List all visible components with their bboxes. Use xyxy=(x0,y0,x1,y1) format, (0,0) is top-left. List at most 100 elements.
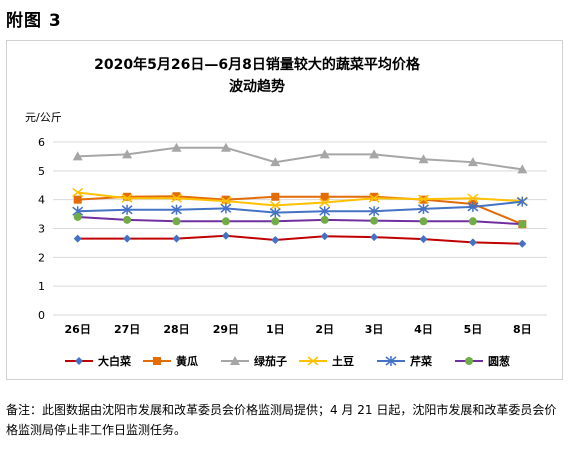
legend-item: 绿茄子 xyxy=(221,354,287,368)
data-point xyxy=(221,231,230,240)
data-point xyxy=(517,164,528,174)
series-绿茄子 xyxy=(72,142,528,174)
data-point xyxy=(369,149,380,159)
data-point xyxy=(465,357,473,365)
x-tick-label: 2日 xyxy=(315,323,334,336)
data-point xyxy=(418,154,429,164)
data-point xyxy=(419,217,428,226)
data-point xyxy=(123,192,132,201)
x-tick-label: 5日 xyxy=(464,323,483,336)
data-point xyxy=(73,212,82,221)
legend-label: 芹菜 xyxy=(410,354,433,368)
series-line xyxy=(77,195,523,226)
data-point xyxy=(385,356,397,366)
data-point xyxy=(72,187,84,198)
legend: 大白菜 黄瓜 绿茄子 土豆 芹菜 圆葱 xyxy=(65,354,510,368)
data-point xyxy=(468,238,477,247)
series-line xyxy=(77,234,523,245)
x-tick-label: 4日 xyxy=(414,323,433,336)
x-tick-label: 27日 xyxy=(114,323,140,336)
data-point xyxy=(171,142,182,152)
series-芹菜 xyxy=(72,196,528,218)
legend-item: 大白菜 xyxy=(65,354,132,368)
data-point xyxy=(307,356,319,366)
series-line xyxy=(77,200,523,214)
data-point xyxy=(370,192,379,201)
data-point xyxy=(271,236,280,245)
y-axis-label: 元/公斤 xyxy=(25,111,62,124)
data-point xyxy=(516,196,528,207)
data-point xyxy=(467,201,479,212)
data-point xyxy=(230,356,240,365)
chart-title-line-1: 2020年5月26日—6月8日销量较大的蔬菜平均价格 xyxy=(94,56,421,73)
data-point xyxy=(319,149,330,159)
y-tick-label: 6 xyxy=(38,136,45,149)
y-tick-label: 4 xyxy=(38,194,45,207)
data-point xyxy=(122,149,133,159)
series-line xyxy=(77,191,523,207)
data-point xyxy=(271,217,280,226)
gridlines xyxy=(53,141,547,316)
data-point xyxy=(467,193,479,203)
y-tick-label: 3 xyxy=(38,223,45,236)
chart-title-line-2: 波动趋势 xyxy=(229,78,285,95)
data-point xyxy=(172,234,181,243)
data-point xyxy=(221,217,230,226)
data-point xyxy=(221,195,230,204)
x-tick-label: 8日 xyxy=(513,323,532,336)
series-line xyxy=(77,146,523,171)
series-lines xyxy=(72,142,528,248)
data-point xyxy=(320,232,329,241)
data-point xyxy=(271,192,280,201)
figure-label: 附图 3 xyxy=(6,11,62,31)
data-point xyxy=(220,203,232,214)
x-tick-label: 26日 xyxy=(65,323,91,336)
data-point xyxy=(172,217,181,226)
legend-item: 芹菜 xyxy=(377,354,433,368)
data-point xyxy=(171,204,182,215)
x-tick-label: 1日 xyxy=(266,323,285,336)
x-tick-label: 29日 xyxy=(213,323,239,336)
data-point xyxy=(468,217,477,226)
legend-item: 黄瓜 xyxy=(143,354,198,368)
x-tick-label: 3日 xyxy=(365,323,384,336)
data-point xyxy=(319,197,331,208)
data-point xyxy=(518,239,527,248)
legend-label: 土豆 xyxy=(332,354,354,368)
data-point xyxy=(121,193,133,203)
data-point xyxy=(370,216,379,225)
data-point xyxy=(368,206,380,217)
y-tick-label: 0 xyxy=(38,309,45,322)
data-point xyxy=(419,235,428,244)
line-chart: 2020年5月26日—6月8日销量较大的蔬菜平均价格 波动趋势 元/公斤 0 1 2… xyxy=(25,56,547,368)
x-tick-label: 28日 xyxy=(163,323,189,336)
legend-item: 土豆 xyxy=(299,354,354,368)
data-point xyxy=(72,151,83,161)
legend-label: 黄瓜 xyxy=(176,354,198,368)
legend-label: 圆葱 xyxy=(488,354,510,368)
data-point xyxy=(171,193,182,203)
x-tick-labels: 26日 27日 28日 29日 1日 2日 3日 4日 5日 8日 xyxy=(65,323,532,336)
data-point xyxy=(518,220,527,229)
data-point xyxy=(73,195,82,204)
data-point xyxy=(269,200,281,211)
data-point xyxy=(220,196,232,206)
data-point xyxy=(172,192,181,201)
data-point xyxy=(467,157,478,167)
y-tick-label: 5 xyxy=(38,165,45,178)
series-大白菜 xyxy=(73,231,527,248)
data-point xyxy=(270,157,281,167)
data-point xyxy=(418,194,429,204)
data-point xyxy=(320,215,329,224)
data-point xyxy=(123,234,132,243)
data-point xyxy=(418,203,429,214)
y-tick-label: 1 xyxy=(38,280,45,293)
data-point xyxy=(269,207,281,218)
legend-label: 大白菜 xyxy=(98,354,132,368)
chart-container: 2020年5月26日—6月8日销量较大的蔬菜平均价格 波动趋势 元/公斤 0 1 2… xyxy=(6,40,563,380)
data-point xyxy=(319,206,331,217)
data-point xyxy=(368,193,380,203)
series-圆葱 xyxy=(73,212,527,229)
y-tick-label: 2 xyxy=(38,251,45,264)
series-line xyxy=(77,215,523,226)
